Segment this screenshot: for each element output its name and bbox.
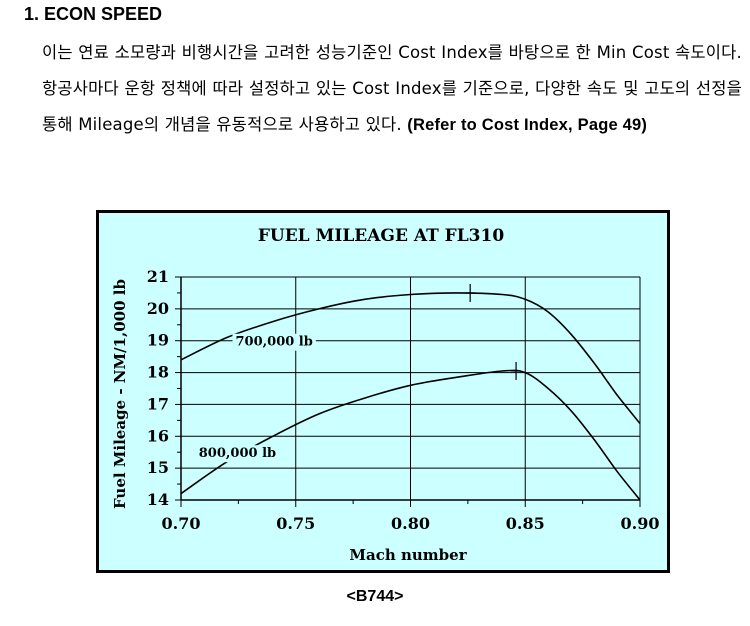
paragraph-text: 이는 연료 소모량과 비행시간을 고려한 성능기준인 Cost Index를 바…: [42, 43, 742, 134]
chart-title: FUEL MILEAGE AT FL310: [258, 226, 504, 246]
series-layer: [180, 283, 641, 501]
tick-label-y-15: 15: [147, 458, 169, 477]
chart-svg: 14 15 16 17 18 19 20 21 0.70 0.75 0.80 0.85 0.90 700…: [111, 226, 660, 564]
tick-label-y-16: 16: [147, 426, 169, 445]
series-line-700-000-lb: [180, 292, 641, 425]
figure-caption: <B744>: [346, 588, 404, 605]
tick-label-y-21: 21: [147, 267, 169, 286]
series-line-800-000-lb: [180, 369, 641, 501]
tick-label-y-19: 19: [147, 331, 169, 350]
y-axis-label: Fuel Mileage - NM/1,000 lb: [111, 279, 129, 509]
tick-label-x-0.90: 0.90: [621, 514, 660, 533]
tick-label-y-18: 18: [147, 363, 169, 382]
section-heading: 1. ECON SPEED: [24, 4, 163, 24]
tick-label-x-0.75: 0.75: [276, 514, 315, 533]
tick-label-x-0.85: 0.85: [506, 514, 545, 533]
tick-label-y-17: 17: [147, 394, 169, 413]
series-label-800-000-lb: 800,000 lb: [199, 446, 276, 461]
tick-label-x-0.70: 0.70: [162, 514, 201, 533]
x-axis-label: Mach number: [349, 546, 467, 564]
fuel-mileage-chart: 14 15 16 17 18 19 20 21 0.70 0.75 0.80 0.85 0.90 700…: [96, 210, 670, 573]
label-layer: 700,000 lb 800,000 lb: [195, 333, 316, 463]
series-label-bg-800-000-lb: [195, 445, 280, 463]
tick-label-y-14: 14: [147, 490, 169, 509]
tick-label-x-0.80: 0.80: [391, 514, 430, 533]
tick-label-y-20: 20: [147, 299, 169, 318]
body-paragraph: 이는 연료 소모량과 비행시간을 고려한 성능기준인 Cost Index를 바…: [42, 35, 742, 143]
grid-layer: [180, 276, 641, 501]
cost-index-reference: (Refer to Cost Index, Page 49): [407, 116, 648, 134]
series-label-bg-700-000-lb: [232, 333, 316, 351]
axis-layer: 14 15 16 17 18 19 20 21 0.70 0.75 0.80 0.85 0.90: [147, 267, 660, 533]
series-label-700-000-lb: 700,000 lb: [235, 335, 312, 350]
